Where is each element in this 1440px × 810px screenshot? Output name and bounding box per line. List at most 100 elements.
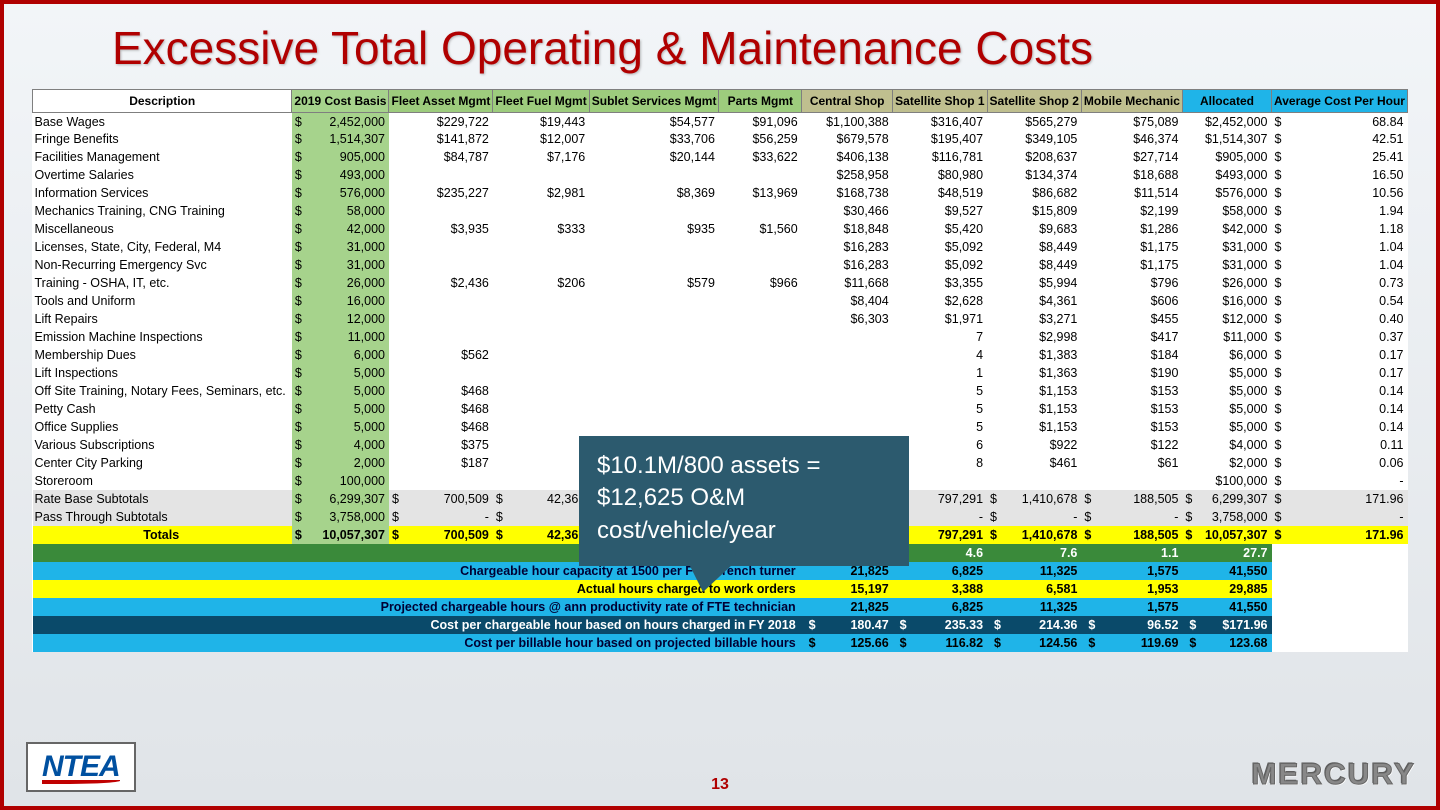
avg-cost-cell: $171.96 — [1272, 526, 1408, 544]
value-cell: $188,505 — [1081, 526, 1182, 544]
value-cell: $1,971 — [893, 310, 987, 328]
cost-basis: $4,000 — [292, 436, 389, 454]
value-cell: $91,096 — [719, 112, 802, 130]
value-cell: $406,138 — [802, 148, 893, 166]
allocated-cell: $576,000 — [1182, 184, 1271, 202]
value-cell: $1,175 — [1081, 256, 1182, 274]
col-header: Sublet Services Mgmt — [589, 89, 719, 112]
value-cell: $468 — [389, 400, 493, 418]
stat-value: $214.36 — [987, 616, 1081, 634]
table-row: Emission Machine Inspections$11,0007$2,9… — [33, 328, 1408, 346]
row-description: Office Supplies — [33, 418, 292, 436]
col-header: Fleet Fuel Mgmt — [493, 89, 589, 112]
value-cell: $18,848 — [802, 220, 893, 238]
allocated-cell: $3,758,000 — [1182, 508, 1271, 526]
avg-cost-cell: $10.56 — [1272, 184, 1408, 202]
value-cell: $16,283 — [802, 238, 893, 256]
value-cell — [589, 310, 719, 328]
value-cell: $1,100,388 — [802, 112, 893, 130]
value-cell: $1,560 — [719, 220, 802, 238]
allocated-cell: $5,000 — [1182, 382, 1271, 400]
value-cell: $562 — [389, 346, 493, 364]
avg-cost-cell: $- — [1272, 472, 1408, 490]
col-header: Mobile Mechanic — [1081, 89, 1182, 112]
allocated-cell: $26,000 — [1182, 274, 1271, 292]
value-cell — [719, 418, 802, 436]
value-cell — [589, 328, 719, 346]
avg-cost-cell: $0.37 — [1272, 328, 1408, 346]
row-description: Non-Recurring Emergency Svc — [33, 256, 292, 274]
value-cell — [493, 238, 589, 256]
table-row: Non-Recurring Emergency Svc$31,000$16,28… — [33, 256, 1408, 274]
cost-basis: $2,452,000 — [292, 112, 389, 130]
callout-box: $10.1M/800 assets = $12,625 O&M cost/veh… — [579, 436, 909, 566]
col-header: Satellite Shop 2 — [987, 89, 1081, 112]
value-cell: 4 — [893, 346, 987, 364]
value-cell: $12,007 — [493, 130, 589, 148]
value-cell: $153 — [1081, 418, 1182, 436]
value-cell: $86,682 — [987, 184, 1081, 202]
row-description: Off Site Training, Notary Fees, Seminars… — [33, 382, 292, 400]
value-cell — [589, 400, 719, 418]
row-description: Tools and Uniform — [33, 292, 292, 310]
value-cell — [719, 202, 802, 220]
avg-cost-cell: $1.94 — [1272, 202, 1408, 220]
stat-row: Projected chargeable hours @ ann product… — [33, 598, 1408, 616]
value-cell: $6,303 — [802, 310, 893, 328]
stat-value: 1.1 — [1081, 544, 1182, 562]
value-cell — [493, 256, 589, 274]
avg-cost-cell: $1.04 — [1272, 238, 1408, 256]
stat-value: 15,197 — [802, 580, 893, 598]
value-cell — [589, 202, 719, 220]
value-cell: $8,449 — [987, 256, 1081, 274]
col-header: Fleet Asset Mgmt — [389, 89, 493, 112]
value-cell: $1,410,678 — [987, 526, 1081, 544]
value-cell: $9,683 — [987, 220, 1081, 238]
stat-value: $123.68 — [1182, 634, 1271, 652]
row-description: Membership Dues — [33, 346, 292, 364]
table-row: Overtime Salaries$493,000$258,958$80,980… — [33, 166, 1408, 184]
value-cell: $700,509 — [389, 526, 493, 544]
table-row: Information Services$576,000$235,227$2,9… — [33, 184, 1408, 202]
col-header: Central Shop — [802, 89, 893, 112]
value-cell: $417 — [1081, 328, 1182, 346]
row-description: Storeroom — [33, 472, 292, 490]
value-cell — [719, 328, 802, 346]
stat-value: 27.7 — [1182, 544, 1271, 562]
table-row: Miscellaneous$42,000$3,935$333$935$1,560… — [33, 220, 1408, 238]
value-cell: $18,688 — [1081, 166, 1182, 184]
value-cell: $461 — [987, 454, 1081, 472]
stat-value: 6,581 — [987, 580, 1081, 598]
avg-cost-cell: $0.54 — [1272, 292, 1408, 310]
value-cell — [719, 364, 802, 382]
value-cell: $42,361 — [493, 490, 589, 508]
value-cell — [493, 328, 589, 346]
value-cell: $235,227 — [389, 184, 493, 202]
col-header: Satellite Shop 1 — [893, 89, 987, 112]
table-row: Petty Cash$5,000$4685$1,153$153$5,000$0.… — [33, 400, 1408, 418]
value-cell: $1,383 — [987, 346, 1081, 364]
stat-value: 1,575 — [1081, 598, 1182, 616]
row-description: Fringe Benefits — [33, 130, 292, 148]
cost-basis: $5,000 — [292, 364, 389, 382]
row-description: Base Wages — [33, 112, 292, 130]
cost-basis: $31,000 — [292, 238, 389, 256]
value-cell: $316,407 — [893, 112, 987, 130]
avg-cost-cell: $0.14 — [1272, 400, 1408, 418]
value-cell — [389, 256, 493, 274]
stat-label: Actual hours charged to work orders — [33, 580, 802, 598]
value-cell: $2,199 — [1081, 202, 1182, 220]
value-cell — [802, 328, 893, 346]
table-row: Mechanics Training, CNG Training$58,000$… — [33, 202, 1408, 220]
value-cell: $7,176 — [493, 148, 589, 166]
table-row: Lift Inspections$5,0001$1,363$190$5,000$… — [33, 364, 1408, 382]
cost-basis: $905,000 — [292, 148, 389, 166]
value-cell: $565,279 — [987, 112, 1081, 130]
value-cell: $19,443 — [493, 112, 589, 130]
value-cell — [389, 328, 493, 346]
value-cell — [493, 346, 589, 364]
avg-cost-cell: $42.51 — [1272, 130, 1408, 148]
table-row: Membership Dues$6,000$5624$1,383$184$6,0… — [33, 346, 1408, 364]
avg-cost-cell: $0.14 — [1272, 382, 1408, 400]
value-cell — [389, 310, 493, 328]
